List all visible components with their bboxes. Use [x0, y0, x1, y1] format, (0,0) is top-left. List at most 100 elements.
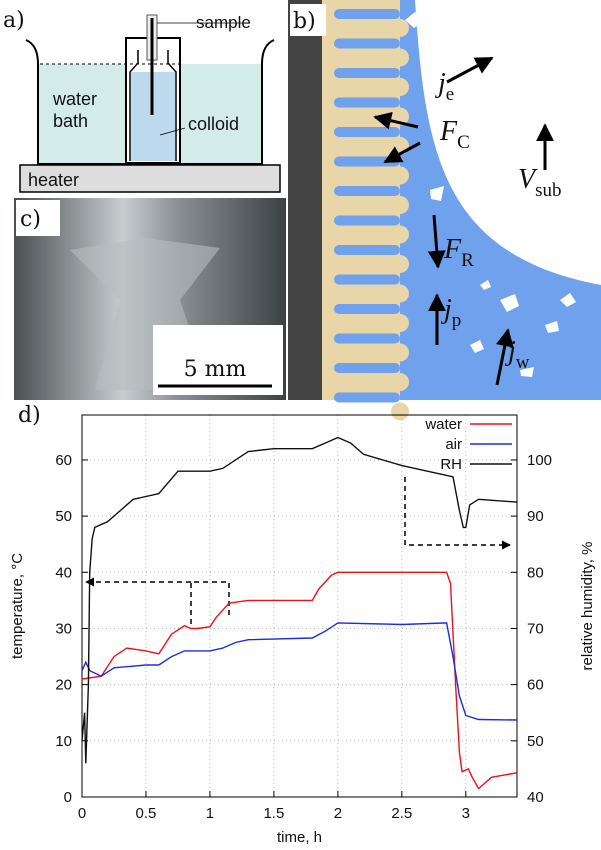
plot-frame	[81, 414, 518, 798]
symbol-sub: p	[452, 310, 462, 331]
y2-tick-label: 70	[527, 620, 544, 637]
scale-label: 5 mm	[184, 357, 247, 382]
finger	[334, 186, 400, 196]
panel-label: d)	[18, 403, 41, 428]
symbol: FC	[439, 116, 470, 153]
scallop	[391, 19, 409, 37]
finger	[334, 304, 400, 314]
legend-label: air	[445, 436, 462, 453]
scallop	[391, 196, 409, 214]
finger	[334, 127, 400, 137]
annotation-arrow	[404, 477, 511, 550]
label: water	[52, 89, 97, 109]
liquid	[395, 0, 601, 400]
finger	[334, 68, 400, 78]
arrow	[427, 214, 446, 269]
finger	[334, 38, 400, 49]
arrow	[373, 111, 419, 130]
y-tick-label: 10	[55, 733, 72, 750]
symbol-main: j	[435, 68, 446, 99]
leader	[159, 127, 186, 136]
symbol-sub: sub	[535, 180, 561, 201]
symbol-main: j	[505, 336, 516, 367]
arrow	[383, 141, 421, 164]
scallop	[391, 255, 409, 273]
symbol-sub: e	[446, 84, 454, 105]
scallop	[391, 166, 409, 185]
arrow	[495, 328, 514, 386]
x-tick-label: 3	[462, 805, 470, 822]
particles	[405, 12, 576, 377]
panel-label: a)	[3, 8, 25, 33]
finger	[334, 97, 400, 108]
y-tick-label: 0	[64, 789, 72, 806]
finger	[334, 392, 400, 403]
series-line	[81, 436, 518, 764]
y-tick-label: 30	[55, 620, 72, 637]
symbol-main: j	[441, 294, 452, 325]
label: bath	[53, 111, 88, 131]
y-tick-label: 60	[55, 452, 72, 469]
x-tick-label: 1	[206, 805, 214, 822]
symbol: jp	[441, 294, 461, 331]
symbol: Vsub	[518, 164, 562, 201]
legend-label: RH	[440, 456, 462, 473]
y2-axis-label: relative humidity, %	[579, 542, 596, 671]
symbol: jw	[505, 336, 530, 373]
scallop	[391, 48, 409, 67]
y-axis-label: temperature, °C	[9, 553, 26, 659]
solid	[322, 0, 400, 400]
y2-tick-label: 80	[527, 564, 544, 581]
symbol-main: F	[439, 116, 458, 147]
panel-label: b)	[293, 9, 316, 34]
y-tick-label: 40	[55, 564, 72, 581]
label-bg	[290, 4, 326, 36]
finger	[334, 363, 400, 373]
finger	[334, 333, 400, 344]
y2-tick-label: 100	[527, 452, 552, 469]
symbol-sub: w	[516, 352, 530, 373]
scallop	[391, 225, 409, 244]
y-tick-label: 50	[55, 508, 72, 525]
scallop	[391, 284, 409, 303]
finger	[334, 274, 400, 285]
x-tick-label: 0.5	[136, 805, 157, 822]
finger	[334, 215, 400, 226]
y2-tick-label: 40	[527, 789, 544, 806]
finger	[334, 245, 400, 255]
y2-tick-label: 60	[527, 677, 544, 694]
scallop	[391, 343, 409, 362]
scallop	[391, 314, 409, 332]
scale-bg	[153, 325, 283, 395]
label-bg	[16, 200, 60, 236]
substrate	[288, 0, 322, 400]
symbol-main: F	[443, 234, 462, 265]
y2-tick-label: 50	[527, 733, 544, 750]
x-tick-label: 1.5	[263, 805, 284, 822]
panel-a: a) sample water bath colloid heater	[3, 8, 281, 193]
x-tick-label: 0	[78, 805, 86, 822]
panel-label: c)	[20, 207, 41, 232]
symbol: je	[435, 68, 454, 105]
scallop	[391, 402, 409, 421]
annotation-box	[190, 581, 230, 624]
x-tick-label: 2.5	[391, 805, 412, 822]
symbol-main: V	[518, 164, 538, 195]
series-line	[81, 571, 518, 790]
finger	[334, 9, 400, 19]
panel-d: d) 0 0.5 1 1.5 2 2.5 3010203040506040506070809…	[9, 403, 596, 846]
label: sample	[196, 13, 251, 32]
scallop	[391, 373, 409, 391]
symbol-sub: R	[461, 250, 474, 271]
cell-inner	[129, 50, 177, 161]
x-axis-label: time, h	[277, 829, 322, 846]
arrow	[446, 56, 494, 84]
fingers	[334, 9, 409, 421]
symbol: FR	[443, 234, 474, 271]
heater-block	[19, 164, 281, 193]
label: colloid	[188, 114, 239, 134]
legend-label: water	[424, 416, 462, 433]
